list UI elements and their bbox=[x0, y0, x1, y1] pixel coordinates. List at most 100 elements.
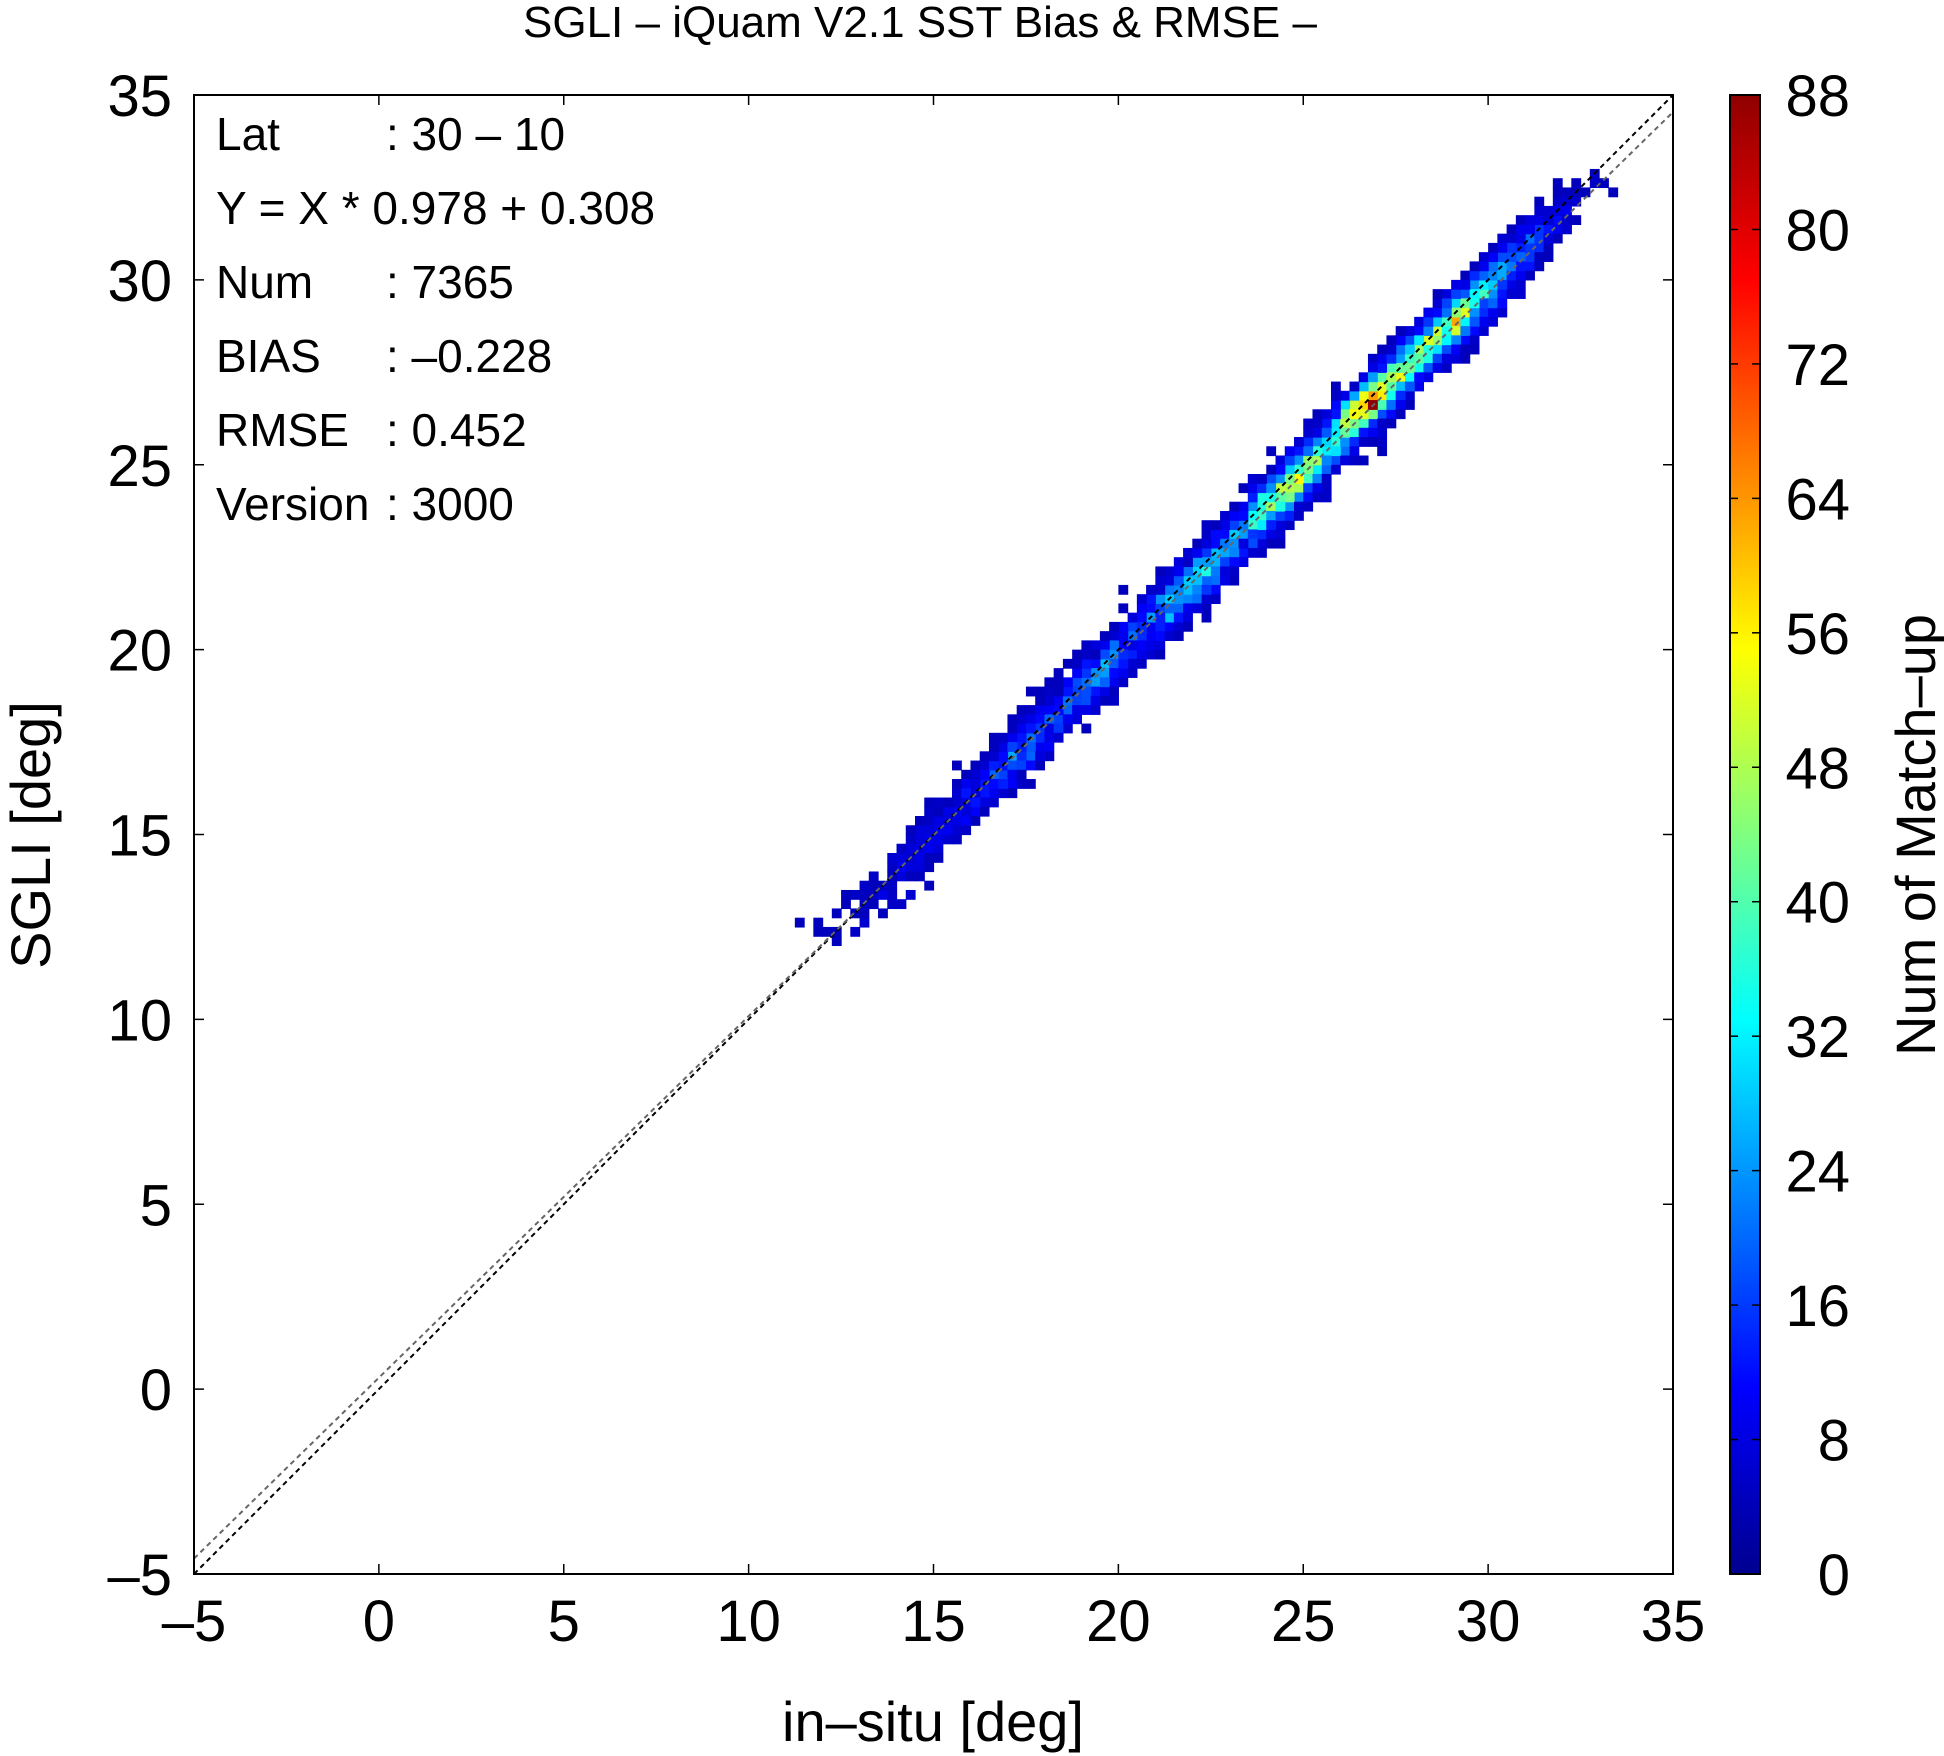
heatmap-cell bbox=[1247, 529, 1258, 540]
heatmap-cell bbox=[905, 834, 916, 845]
stat-value: : 30 – 10 bbox=[386, 108, 565, 160]
heatmap-cell bbox=[924, 797, 935, 808]
heatmap-cell bbox=[1451, 279, 1461, 290]
heatmap-cell bbox=[970, 779, 981, 789]
heatmap-cell bbox=[1414, 326, 1425, 336]
heatmap-cell bbox=[1395, 326, 1406, 336]
heatmap-cell bbox=[1118, 677, 1129, 688]
heatmap-cell bbox=[961, 816, 972, 826]
heatmap-cell bbox=[1432, 298, 1443, 309]
heatmap-cell bbox=[1330, 400, 1341, 410]
heatmap-cell bbox=[1358, 418, 1369, 429]
heatmap-cell bbox=[1340, 400, 1351, 410]
heatmap-cell bbox=[1035, 742, 1046, 752]
heatmap-cell bbox=[887, 889, 898, 900]
heatmap-cell bbox=[951, 834, 962, 845]
heatmap-cell bbox=[1423, 363, 1434, 373]
heatmap-cell bbox=[988, 779, 999, 789]
heatmap-cell bbox=[970, 806, 981, 817]
heatmap-cell bbox=[1460, 326, 1471, 336]
heatmap-cell bbox=[1072, 677, 1082, 688]
heatmap-cell bbox=[1238, 501, 1249, 512]
heatmap-cell bbox=[1257, 520, 1267, 531]
y-tick-label: 15 bbox=[107, 804, 172, 869]
heatmap-cell bbox=[1497, 270, 1508, 281]
heatmap-cell bbox=[1109, 640, 1119, 651]
heatmap-cell bbox=[924, 806, 935, 817]
heatmap-cell bbox=[924, 880, 935, 891]
heatmap-cell bbox=[1081, 658, 1092, 669]
heatmap-cell bbox=[988, 732, 999, 743]
heatmap-cell bbox=[1312, 437, 1323, 447]
heatmap-cell bbox=[961, 806, 972, 817]
stat-value: : 3000 bbox=[386, 478, 514, 530]
heatmap-cell bbox=[924, 825, 935, 836]
heatmap-cell bbox=[1118, 658, 1129, 669]
heatmap-cell bbox=[1478, 307, 1489, 318]
heatmap-cell bbox=[1414, 372, 1425, 383]
heatmap-cell bbox=[1099, 640, 1110, 651]
heatmap-cell bbox=[1164, 566, 1175, 577]
heatmap-cell bbox=[1562, 215, 1572, 226]
heatmap-cell bbox=[924, 862, 935, 873]
heatmap-cell bbox=[1303, 437, 1314, 447]
heatmap-cell bbox=[1469, 335, 1480, 346]
heatmap-cell bbox=[988, 797, 999, 808]
heatmap-cell bbox=[1035, 686, 1046, 697]
heatmap-cell bbox=[1220, 547, 1230, 558]
x-tick-label: 30 bbox=[1456, 1589, 1521, 1654]
colorbar-tick-label: 56 bbox=[1785, 602, 1850, 667]
heatmap-cell bbox=[1395, 381, 1406, 392]
heatmap-cell bbox=[1404, 390, 1415, 401]
heatmap-cell bbox=[887, 852, 898, 863]
one-to-one-line bbox=[194, 95, 1673, 1574]
heatmap-cell bbox=[1525, 242, 1535, 253]
heatmap-cell bbox=[951, 760, 962, 771]
heatmap-cell bbox=[1072, 686, 1082, 697]
heatmap-cell bbox=[1081, 686, 1092, 697]
heatmap-cell bbox=[1358, 372, 1369, 383]
heatmap-cell bbox=[915, 825, 925, 836]
heatmap-cell bbox=[1044, 742, 1055, 752]
heatmap-cell bbox=[1432, 335, 1443, 346]
heatmap-cell bbox=[1460, 344, 1471, 355]
heatmap-cell bbox=[1367, 409, 1378, 420]
heatmap-cell bbox=[1081, 705, 1092, 715]
colorbar-tick-label: 8 bbox=[1818, 1409, 1850, 1474]
heatmap-cell bbox=[1497, 233, 1508, 244]
heatmap-cell bbox=[1053, 695, 1064, 706]
heatmap-cell bbox=[813, 917, 824, 928]
heatmap-cell bbox=[1478, 252, 1489, 262]
heatmap-cell bbox=[1136, 631, 1147, 641]
heatmap-cell bbox=[1312, 418, 1323, 429]
heatmap-cell bbox=[1257, 492, 1267, 503]
heatmap-cell bbox=[1488, 252, 1498, 262]
heatmap-cell bbox=[1423, 326, 1434, 336]
heatmap-cell bbox=[1478, 326, 1489, 336]
heatmap-cell bbox=[1266, 510, 1277, 521]
heatmap-cell bbox=[1044, 686, 1055, 697]
heatmap-cell bbox=[1312, 483, 1323, 494]
heatmap-cell bbox=[1441, 307, 1452, 318]
heatmap-cell bbox=[1127, 658, 1138, 669]
heatmap-cell bbox=[896, 871, 907, 882]
heatmap-cell bbox=[1007, 732, 1018, 743]
heatmap-cell bbox=[1025, 714, 1036, 725]
heatmap-cell bbox=[1238, 538, 1249, 549]
heatmap-cell bbox=[1247, 501, 1258, 512]
heatmap-cell bbox=[1210, 557, 1221, 568]
heatmap-cell bbox=[1118, 603, 1129, 614]
heatmap-cell bbox=[1238, 520, 1249, 531]
heatmap-cell bbox=[915, 834, 925, 845]
heatmap-cell bbox=[1173, 566, 1184, 577]
heatmap-cell bbox=[1247, 520, 1258, 531]
heatmap-cell bbox=[1007, 742, 1018, 752]
heatmap-cell bbox=[1155, 640, 1166, 651]
heatmap-cell bbox=[951, 825, 962, 836]
heatmap-cell bbox=[1201, 603, 1212, 614]
heatmap-cell bbox=[970, 816, 981, 826]
heatmap-cell bbox=[1432, 289, 1443, 299]
heatmap-cell bbox=[1534, 261, 1545, 272]
heatmap-cell bbox=[1386, 353, 1397, 364]
heatmap-cell bbox=[887, 899, 898, 910]
